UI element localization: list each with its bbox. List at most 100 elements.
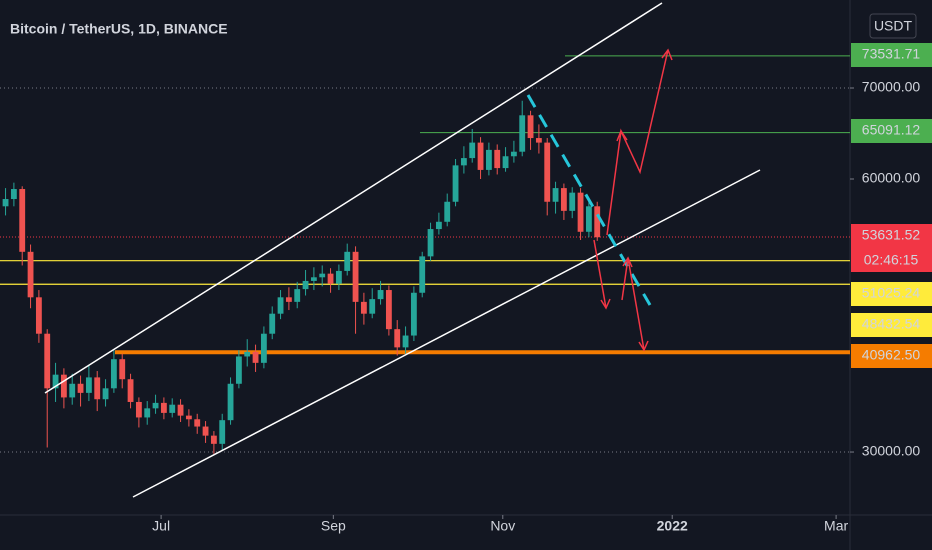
channel-lower <box>132 169 761 498</box>
level-label: 65091.12 <box>862 122 921 138</box>
projection-arrows <box>593 48 673 352</box>
candle-body <box>469 142 476 159</box>
x-tick-label: 2022 <box>657 518 688 534</box>
currency-box <box>869 13 917 39</box>
candle-body <box>277 297 284 314</box>
candle-body <box>60 374 67 398</box>
candle-body <box>427 229 434 257</box>
candle-body <box>19 189 26 252</box>
candle-body <box>244 351 251 357</box>
candle-body <box>377 290 384 300</box>
candle-body <box>69 383 76 398</box>
candle-body <box>252 351 259 363</box>
candle-body <box>119 359 126 380</box>
candle-body <box>577 192 584 232</box>
candle-body <box>219 420 226 444</box>
chart-title: Bitcoin / TetherUS, 1D, BINANCE <box>10 21 228 37</box>
candle-body <box>177 404 184 416</box>
level-label-box <box>851 43 932 67</box>
level-label-box <box>851 224 932 248</box>
candle-body <box>169 404 176 413</box>
candle-body <box>569 192 576 211</box>
candle-body <box>594 206 601 238</box>
candle-body <box>85 377 92 393</box>
candle-body <box>10 189 17 200</box>
trend-dashed <box>526 94 652 306</box>
candle-body <box>260 333 267 363</box>
y-tick-label: 30000.00 <box>862 443 921 459</box>
candle-body <box>394 329 401 348</box>
candle-body <box>302 280 309 290</box>
candle-body <box>44 333 51 389</box>
candle-body <box>335 270 342 284</box>
candle-body <box>269 313 276 334</box>
y-tick-label: 70000.00 <box>862 79 921 95</box>
candle-body <box>2 199 9 207</box>
arrow-head <box>600 298 611 310</box>
candle-body <box>519 115 526 152</box>
candle-body <box>360 301 367 314</box>
candle-body <box>319 273 326 278</box>
candle-body <box>510 151 517 157</box>
candle-body <box>560 188 567 211</box>
x-tick-label: Nov <box>490 518 515 534</box>
countdown-box <box>851 248 932 272</box>
candle-body <box>194 419 201 427</box>
candle-body <box>402 335 409 348</box>
candle-body <box>144 408 151 418</box>
candle-body <box>310 277 317 281</box>
level-label-box <box>851 119 932 143</box>
candle-body <box>52 374 59 389</box>
candle-body <box>327 273 334 284</box>
candle-body <box>477 142 484 170</box>
countdown-label: 02:46:15 <box>864 252 919 268</box>
candle-body <box>527 115 534 139</box>
candle-body <box>294 289 301 302</box>
arrow-down-1 <box>593 239 607 309</box>
candle-body <box>102 388 109 400</box>
plot <box>0 55 850 454</box>
candle-body <box>535 138 542 143</box>
candle-body <box>369 299 376 314</box>
drawings <box>44 2 761 498</box>
candle-body <box>502 156 509 169</box>
candle-body <box>352 251 359 302</box>
candle-body <box>460 158 467 166</box>
candle-body <box>235 356 242 384</box>
candle-body <box>185 415 192 420</box>
candle-body <box>552 188 559 202</box>
x-tick-label: Jul <box>152 518 170 534</box>
level-label-box <box>851 344 932 368</box>
level-label-box <box>851 313 932 337</box>
y-tick-label: 60000.00 <box>862 170 921 186</box>
candle-body <box>419 256 426 293</box>
candle-body <box>494 149 501 169</box>
axis-layer: 70000.00 60000.00 30000.00 Jul Sep Nov 2022 Mar… <box>152 43 932 534</box>
candle-body <box>202 426 209 436</box>
level-label-box <box>851 282 932 306</box>
candle-body <box>485 149 492 170</box>
level-label: 40962.50 <box>862 347 921 363</box>
candle-body <box>285 297 292 302</box>
candle-body <box>127 379 134 402</box>
currency-label: USDT <box>874 18 913 34</box>
candle-body <box>227 383 234 421</box>
x-tick-label: Mar <box>824 518 848 534</box>
candle-body <box>585 206 592 232</box>
candle-body <box>435 221 442 230</box>
level-label: 48432.54 <box>862 316 921 332</box>
candle-body <box>152 402 159 409</box>
candle-body <box>344 251 351 271</box>
channel-upper <box>44 2 663 394</box>
arrow-head <box>616 129 628 142</box>
candle-body <box>410 292 417 336</box>
level-label: 53631.52 <box>862 227 921 243</box>
candle-body <box>160 402 167 413</box>
candle-body <box>444 201 451 222</box>
candle-body <box>544 142 551 202</box>
candle-body <box>77 383 84 393</box>
arrow-up-path <box>606 49 669 236</box>
candle-body <box>110 359 117 389</box>
